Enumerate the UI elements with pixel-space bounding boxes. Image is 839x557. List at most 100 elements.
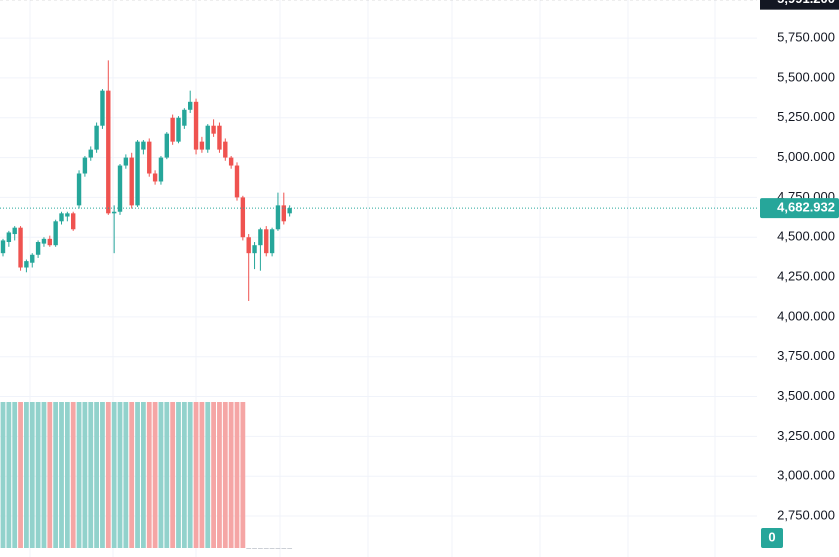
candle-body: [234, 165, 240, 198]
volume-bar: [246, 548, 252, 549]
candle-body: [123, 157, 129, 166]
volume-bar: [170, 402, 176, 548]
volume-bar: [59, 402, 64, 548]
volume-bar: [18, 402, 23, 548]
volume-bar: [281, 548, 287, 549]
volume-bar: [211, 402, 216, 548]
volume-bar: [205, 402, 211, 548]
candle-body: [106, 90, 111, 214]
volume-bar: [70, 402, 76, 548]
candle-body: [287, 208, 292, 214]
y-tick-label: 5,000.000: [777, 149, 835, 164]
volume-bar: [234, 402, 240, 548]
y-tick-label: 4,250.000: [777, 269, 835, 284]
candle-body: [240, 197, 246, 238]
volume-label-box: [761, 528, 783, 548]
vertical-grid: [29, 0, 716, 557]
volume-bar: [82, 402, 88, 548]
last-price-label: 4,682.932: [777, 200, 835, 215]
candle-body: [129, 157, 134, 206]
volume-bar: [41, 402, 47, 548]
volume-bar: [76, 402, 82, 548]
volume-bar: [123, 402, 129, 548]
candle-body: [281, 205, 286, 222]
candle-body: [258, 229, 263, 246]
candle-body: [59, 213, 64, 222]
candle-body: [269, 229, 275, 254]
candle-body: [111, 211, 117, 214]
volume-bar: [275, 548, 281, 549]
volume-bar: [111, 402, 117, 548]
y-tick-label: 4,500.000: [777, 229, 835, 244]
candle-body: [158, 157, 164, 182]
candle-body: [164, 133, 169, 158]
volume-bar: [64, 402, 70, 548]
candle-body: [147, 141, 152, 174]
candle-body: [246, 237, 251, 254]
candle-body: [35, 242, 41, 255]
candle-body: [82, 157, 88, 174]
y-tick-label: 3,750.000: [777, 348, 835, 363]
candle-body: [199, 141, 205, 150]
volume-bar: [146, 402, 152, 548]
candle-body: [205, 125, 210, 150]
candle-body: [0, 240, 6, 254]
candle-body: [76, 173, 82, 206]
candle-body: [264, 229, 269, 254]
candle-body: [12, 227, 17, 235]
candle-body: [170, 117, 175, 142]
volume-bar: [258, 548, 263, 549]
volume-bar: [158, 402, 164, 548]
volume-bar: [181, 402, 187, 548]
volume-bar: [263, 548, 269, 549]
y-tick-label: 4,000.000: [777, 308, 835, 323]
candle-body: [176, 117, 181, 142]
candle-body: [217, 125, 222, 150]
volume-bar: [6, 402, 12, 548]
candle-body: [117, 165, 123, 212]
candle-body: [71, 213, 76, 230]
candle-body: [53, 221, 58, 246]
volume-bar: [94, 402, 99, 548]
candle-body: [141, 141, 146, 150]
candle-body: [182, 109, 187, 126]
candle-body: [275, 205, 281, 230]
volume-bar: [53, 402, 59, 548]
volume-axis-label: 0: [768, 529, 775, 544]
candle-body: [47, 238, 52, 246]
last-price-box: [760, 198, 839, 219]
volume-bar: [217, 402, 222, 548]
candle-body: [135, 141, 140, 206]
volume-bar: [29, 402, 35, 548]
volume-bar: [12, 402, 18, 548]
volume-bar: [100, 402, 105, 548]
volume-bar: [24, 402, 29, 548]
candle-body: [223, 141, 228, 158]
volume-bar: [152, 402, 158, 548]
candle-body: [24, 261, 29, 268]
candle-body: [193, 101, 199, 150]
candle-body: [6, 232, 12, 243]
volume-bar: [88, 402, 94, 548]
volume-bar: [252, 548, 257, 549]
volume-bar: [240, 402, 246, 548]
candle-body: [18, 227, 23, 268]
y-tick-label: 3,500.000: [777, 388, 835, 403]
candle-body: [188, 101, 193, 110]
candle-body: [152, 173, 158, 182]
volume-bar: [199, 402, 205, 548]
candle-body: [94, 125, 99, 150]
candle-body: [41, 238, 47, 244]
candle-body: [30, 254, 35, 263]
volume-bar: [287, 548, 293, 549]
volume-bar: [47, 402, 53, 548]
volume-bar: [0, 402, 6, 548]
candle-body: [211, 125, 216, 134]
volume-bar: [135, 402, 140, 548]
y-tick-label: 5,500.000: [777, 69, 835, 84]
candle-body: [65, 213, 70, 217]
candle-body: [100, 90, 105, 126]
volume-bar: [117, 402, 123, 548]
volume-bar: [129, 402, 135, 548]
